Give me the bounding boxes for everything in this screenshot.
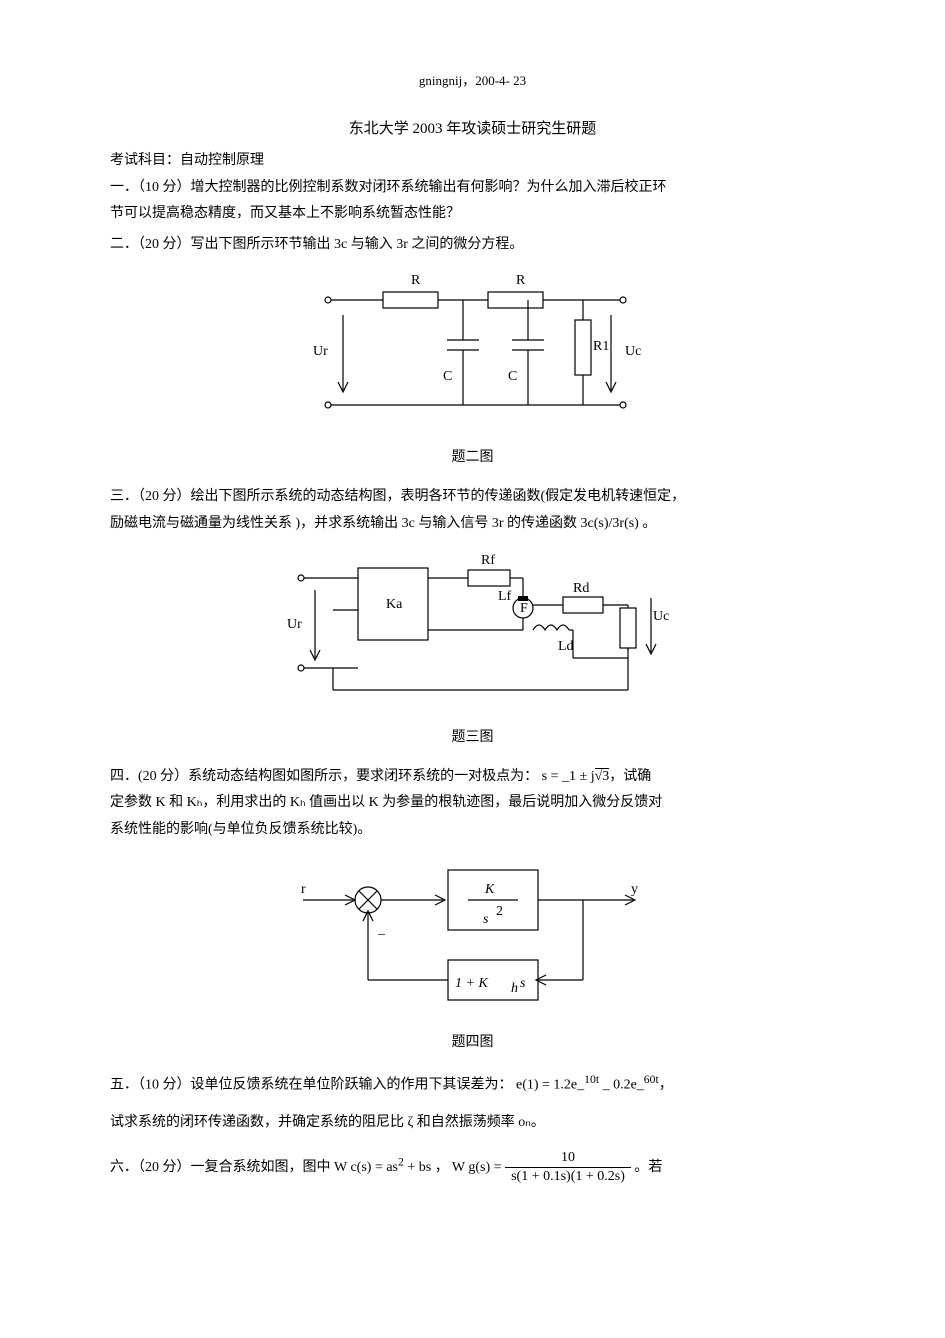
subject-line: 考试科目：自动控制原理 <box>110 148 835 175</box>
q3-line1: 三．（20 分）绘出下图所示系统的动态结构图，表明各环节的传递函数(假定发电机转… <box>110 484 835 511</box>
q4-l1a: 四．(20 分）系统动态结构图如图所示，要求闭环系统的一对极点为： s = _1… <box>110 769 595 784</box>
q2-label-C1: C <box>443 369 452 384</box>
q3-label-Lf: Lf <box>498 589 512 604</box>
q3-label-Rf: Rf <box>481 553 495 568</box>
q5-exp1: 10t <box>584 1073 599 1086</box>
q2-label-R1: R1 <box>593 339 609 354</box>
q5-l1b: _ 0.2e_ <box>599 1078 644 1093</box>
q4-label-K: K <box>484 882 495 897</box>
q6-c: 。若 <box>634 1160 662 1175</box>
q5-l1a: 五．（10 分）设单位反馈系统在单位阶跃输入的作用下其误差为： e(1) = 1… <box>110 1078 584 1093</box>
q6-fraction: 10 s(1 + 0.1s)(1 + 0.2s) <box>505 1150 631 1186</box>
q4-label-r: r <box>301 882 306 897</box>
q3-label-Ld: Ld <box>558 639 574 654</box>
exam-title: 东北大学 2003 年攻读硕士研究生研题 <box>110 117 835 138</box>
page-header: gningnij，200-4- 23 <box>110 70 835 89</box>
q6-frac-num: 10 <box>505 1150 631 1168</box>
q2-label-R1top: R <box>411 273 421 288</box>
q2-caption: 题二图 <box>110 446 835 466</box>
q3-label-Uc: Uc <box>653 609 669 624</box>
q4-sqrt3: √3 <box>595 768 610 784</box>
q1-line2: 节可以提高稳态精度，而又基本上不影响系统暂态性能？ <box>110 201 835 228</box>
q6-a: 六．（20 分）一复合系统如图，图中 W c(s) = as <box>110 1160 398 1175</box>
q4-caption: 题四图 <box>110 1031 835 1051</box>
q3-label-Ur: Ur <box>287 617 302 632</box>
q6-b: + bs ， W g(s) = <box>404 1160 505 1175</box>
q3-label-Ka: Ka <box>386 597 403 612</box>
q2-diagram: R R C C R1 Ur Uc <box>110 270 835 440</box>
q2-label-C2: C <box>508 369 517 384</box>
q3-label-F: F <box>520 601 528 616</box>
q4-label-sup2: 2 <box>496 904 503 919</box>
q3-diagram: Ka Rf Lf F Rd Ld Ur Uc <box>110 550 835 720</box>
q4-diagram: r y _ K s 2 1 + K h s <box>110 855 835 1025</box>
q4-label-s: s <box>483 912 489 927</box>
q4-label-minus: _ <box>377 922 386 937</box>
q4-line3: 系统性能的影响(与单位负反馈系统比较)。 <box>110 817 835 844</box>
q2-text: 二．（20 分）写出下图所示环节输出 3c 与输入 3r 之间的微分方程。 <box>110 232 835 259</box>
q3-label-Rd: Rd <box>573 581 589 596</box>
q4-l1b: ，试确 <box>609 769 651 784</box>
q2-label-Ur: Ur <box>313 344 328 359</box>
q3-caption: 题三图 <box>110 726 835 746</box>
q4-label-fb1: 1 + K <box>455 976 488 991</box>
q2-label-R2top: R <box>516 273 526 288</box>
q5-exp2: 60t <box>644 1073 659 1086</box>
q4-label-fbs: s <box>520 976 526 991</box>
q6-frac-den: s(1 + 0.1s)(1 + 0.2s) <box>505 1168 631 1186</box>
q4-label-y: y <box>631 882 638 897</box>
q3-line2: 励磁电流与磁通量为线性关系 )，并求系统输出 3c 与输入信号 3r 的传递函数… <box>110 511 835 538</box>
q2-label-Uc: Uc <box>625 344 641 359</box>
q5-line1: 五．（10 分）设单位反馈系统在单位阶跃输入的作用下其误差为： e(1) = 1… <box>110 1069 835 1099</box>
q4-label-fbsub: h <box>511 981 518 996</box>
q5-l1c: ， <box>659 1078 673 1093</box>
q1-line1: 一．（10 分）增大控制器的比例控制系数对闭环系统输出有何影响？为什么加入滞后校… <box>110 175 835 202</box>
q4-line1: 四．(20 分）系统动态结构图如图所示，要求闭环系统的一对极点为： s = _1… <box>110 764 835 791</box>
q6-line: 六．（20 分）一复合系统如图，图中 W c(s) = as2 + bs ， W… <box>110 1150 835 1186</box>
q4-line2: 定参数 K 和 Kₕ，利用求出的 Kₕ 值画出以 K 为参量的根轨迹图，最后说明… <box>110 790 835 817</box>
q5-line2: 试求系统的闭环传递函数，并确定系统的阻尼比 ζ 和自然振荡频率 oₙ。 <box>110 1110 835 1137</box>
